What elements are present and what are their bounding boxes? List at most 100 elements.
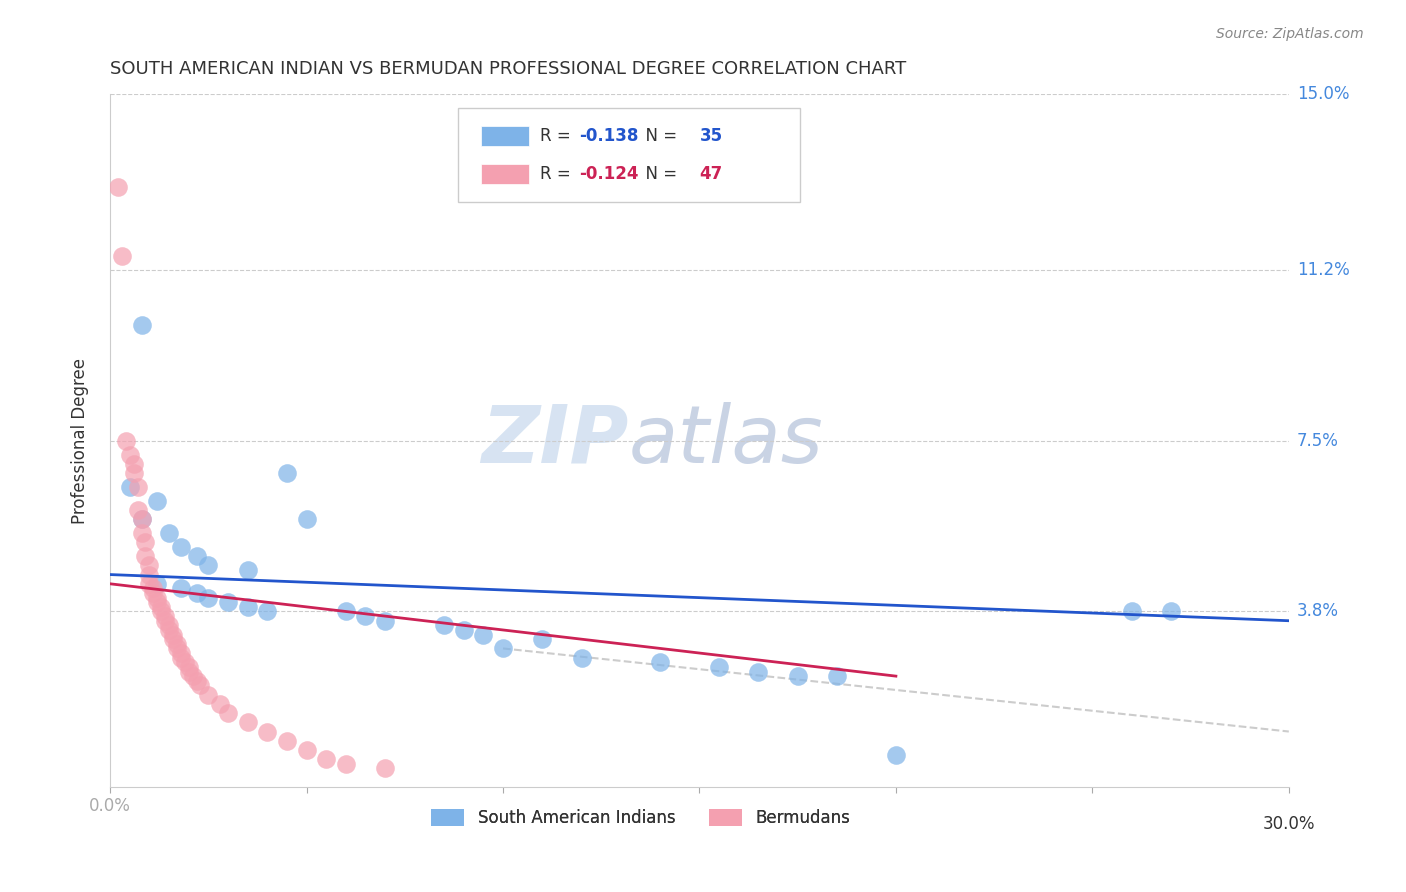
Text: 35: 35 [699,127,723,145]
Point [276,733,298,747]
Point [142,582,165,596]
Point [157,623,180,637]
Point [209,697,232,711]
Point [150,599,173,614]
Point [1160,605,1182,619]
Point [166,637,188,651]
Point [131,318,153,333]
Point [170,646,193,660]
Point [118,480,141,494]
Point [131,512,153,526]
Point [335,756,357,771]
Point [492,641,515,656]
Point [256,724,278,739]
Point [146,591,169,605]
FancyBboxPatch shape [458,108,800,202]
Text: Source: ZipAtlas.com: Source: ZipAtlas.com [1216,27,1364,41]
Point [197,688,219,702]
Text: SOUTH AMERICAN INDIAN VS BERMUDAN PROFESSIONAL DEGREE CORRELATION CHART: SOUTH AMERICAN INDIAN VS BERMUDAN PROFES… [110,60,907,78]
Point [134,535,156,549]
Point [153,614,176,628]
Point [142,586,165,600]
Text: 3.8%: 3.8% [1296,602,1339,621]
Point [217,706,239,720]
Point [186,549,208,563]
Point [531,632,554,647]
Point [747,665,769,679]
Point [127,503,149,517]
Point [236,563,259,577]
Point [374,762,396,776]
Point [131,512,153,526]
Point [138,567,160,582]
Text: ZIP: ZIP [481,401,628,480]
Point [170,582,193,596]
Point [146,493,169,508]
Point [650,655,672,669]
Point [256,605,278,619]
Point [236,715,259,730]
Point [707,660,730,674]
Text: 11.2%: 11.2% [1296,260,1350,279]
Legend: South American Indians, Bermudans: South American Indians, Bermudans [425,803,856,834]
Text: R =: R = [540,165,576,183]
Point [374,614,396,628]
Text: 7.5%: 7.5% [1296,432,1339,450]
Point [295,743,318,757]
Point [786,669,808,683]
Point [354,609,377,624]
Point [146,595,169,609]
Point [153,609,176,624]
Text: N =: N = [634,127,682,145]
Text: N =: N = [634,165,682,183]
Point [177,665,200,679]
Text: -0.138: -0.138 [579,127,638,145]
Point [335,605,357,619]
Point [295,512,318,526]
Point [884,747,907,762]
Text: 15.0%: 15.0% [1296,86,1350,103]
Point [111,249,134,263]
Text: -0.124: -0.124 [579,165,638,183]
Point [150,605,173,619]
Point [186,673,208,688]
Point [134,549,156,563]
Point [1121,605,1143,619]
Point [453,623,475,637]
Point [122,457,145,471]
Point [157,526,180,541]
Point [236,599,259,614]
Point [825,669,848,683]
Point [197,591,219,605]
Point [433,618,456,632]
Text: R =: R = [540,127,576,145]
Y-axis label: Professional Degree: Professional Degree [72,358,89,524]
Point [127,480,149,494]
Point [170,650,193,665]
Point [177,660,200,674]
Text: 47: 47 [699,165,723,183]
Point [186,586,208,600]
Point [131,526,153,541]
Point [114,434,136,448]
Point [122,466,145,480]
Point [162,632,184,647]
FancyBboxPatch shape [481,126,529,146]
Point [118,448,141,462]
Point [173,655,195,669]
FancyBboxPatch shape [481,164,529,185]
Point [571,650,593,665]
Point [107,179,129,194]
Point [217,595,239,609]
Point [157,618,180,632]
Point [138,558,160,573]
Point [162,627,184,641]
Point [197,558,219,573]
Text: atlas: atlas [628,401,824,480]
Point [315,752,337,766]
Point [181,669,204,683]
Point [190,678,212,692]
Point [276,466,298,480]
Point [472,627,495,641]
Point [146,576,169,591]
